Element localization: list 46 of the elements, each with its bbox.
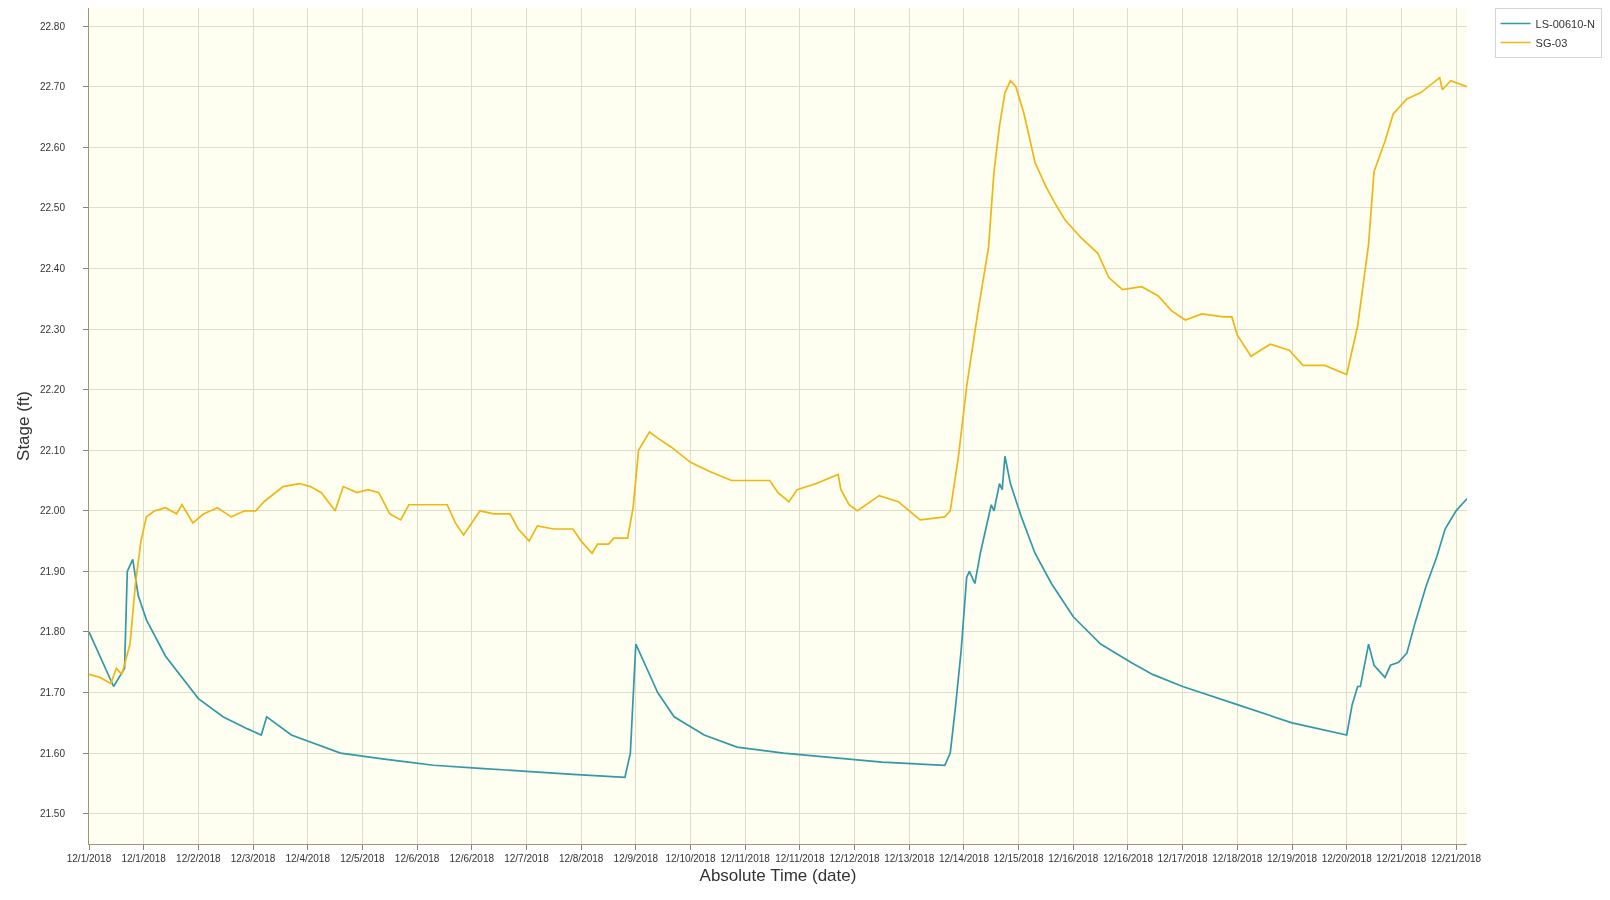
x-tick-label: 12/14/2018 bbox=[938, 853, 990, 864]
legend-label: LS-00610-N bbox=[1535, 17, 1595, 30]
x-tick-label: 12/11/2018 bbox=[720, 853, 771, 864]
y-tick-label: 22.00 bbox=[39, 505, 66, 517]
y-tick-label: 21.90 bbox=[39, 565, 66, 577]
x-tick-label: 12/6/2018 bbox=[449, 853, 495, 864]
y-tick-label: 22.60 bbox=[39, 141, 66, 153]
y-tick-label: 22.30 bbox=[39, 323, 66, 335]
x-tick-label: 12/3/2018 bbox=[230, 853, 276, 864]
y-tick-label: 22.10 bbox=[39, 444, 66, 456]
line-series bbox=[89, 455, 1467, 779]
x-tick-label: 12/16/2018 bbox=[1102, 853, 1154, 864]
x-tick-label: 12/16/2018 bbox=[1048, 853, 1099, 864]
x-tick-label: 12/4/2018 bbox=[285, 853, 331, 864]
x-tick-label: 12/11/2018 bbox=[775, 853, 825, 864]
y-tick-label: 22.40 bbox=[39, 262, 66, 274]
x-tick-label: 12/1/2018 bbox=[121, 853, 167, 864]
x-tick-label: 12/20/2018 bbox=[1321, 853, 1373, 864]
y-tick-label: 21.70 bbox=[39, 687, 66, 699]
x-tick-label: 12/15/2018 bbox=[993, 853, 1045, 864]
y-tick-label: 22.80 bbox=[39, 20, 66, 32]
y-tick-label: 21.60 bbox=[39, 747, 66, 759]
legend-label: SG-03 bbox=[1535, 36, 1568, 49]
x-tick-label: 12/7/2018 bbox=[504, 853, 550, 864]
x-tick-label: 12/19/2018 bbox=[1266, 853, 1318, 864]
y-tick-label: 22.20 bbox=[39, 384, 66, 396]
x-tick-label: 12/6/2018 bbox=[394, 853, 440, 864]
x-axis-title: Absolute Time (date) bbox=[699, 866, 857, 886]
x-tick-label: 12/21/2018 bbox=[1376, 853, 1427, 864]
x-tick-label: 12/2/2018 bbox=[176, 853, 222, 864]
x-tick-label: 12/13/2018 bbox=[884, 853, 935, 864]
x-tick-label: 12/18/2018 bbox=[1212, 853, 1263, 864]
x-tick-label: 12/12/2018 bbox=[829, 853, 881, 864]
y-tick-label: 22.50 bbox=[39, 202, 66, 214]
x-tick-label: 12/10/2018 bbox=[665, 853, 716, 864]
y-tick-label: 21.50 bbox=[39, 808, 66, 820]
x-tick-label: 12/17/2018 bbox=[1157, 853, 1209, 864]
x-tick-label: 12/5/2018 bbox=[340, 853, 386, 864]
y-tick-label: 21.80 bbox=[39, 626, 66, 638]
x-tick-label: 12/21/2018 bbox=[1431, 853, 1482, 864]
y-axis-title: Stage (ft) bbox=[13, 391, 33, 461]
x-tick-label: 12/1/2018 bbox=[66, 853, 112, 864]
x-tick-label: 12/9/2018 bbox=[613, 853, 659, 864]
y-tick-label: 22.70 bbox=[39, 81, 66, 93]
line-series bbox=[89, 76, 1467, 685]
x-tick-label: 12/8/2018 bbox=[558, 853, 604, 864]
